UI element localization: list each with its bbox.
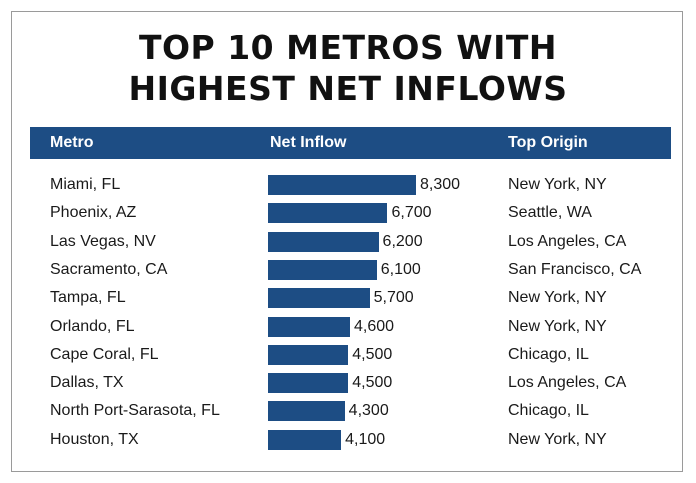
- inflow-value-label: 4,600: [354, 317, 395, 335]
- top-origin-label: Los Angeles, CA: [508, 232, 627, 250]
- top-origin-label: New York, NY: [508, 430, 607, 448]
- inflow-bar: [268, 429, 342, 450]
- table-row: Sacramento, CA 6,100 San Francisco, CA: [0, 256, 696, 284]
- inflow-value-label: 4,100: [345, 430, 386, 448]
- inflow-value-label: 8,300: [420, 176, 461, 193]
- table-row: Dallas, TX 4,500 Los Angeles, CA: [0, 369, 696, 397]
- inflow-value-label: 4,500: [352, 374, 393, 392]
- header-top-origin: Top Origin: [508, 134, 588, 151]
- top-origin-label: New York, NY: [508, 289, 607, 307]
- inflow-value-label: 5,700: [373, 289, 414, 307]
- metro-label: Houston, TX: [50, 430, 139, 448]
- inflow-bar: [268, 203, 388, 224]
- table-row: Las Vegas, NV 6,200 Los Angeles, CA: [0, 228, 696, 256]
- metro-label: Miami, FL: [50, 176, 121, 193]
- table-row: Cape Coral, FL 4,500 Chicago, IL: [0, 341, 696, 369]
- inflow-bar: [268, 401, 345, 422]
- inflow-value-label: 6,100: [380, 260, 421, 278]
- inflow-value-label: 4,300: [348, 402, 389, 420]
- inflow-bar: [268, 288, 370, 309]
- metro-label: Tampa, FL: [50, 289, 126, 307]
- table-row: Orlando, FL 4,600 New York, NY: [0, 313, 696, 341]
- header-net-inflow: Net Inflow: [270, 134, 347, 151]
- metro-label: Orlando, FL: [50, 317, 135, 335]
- chart-title-line-1: TOP 10 METROS WITH: [138, 28, 558, 67]
- top-origin-label: New York, NY: [508, 317, 607, 335]
- top-origin-label: Seattle, WA: [508, 204, 592, 222]
- chart-title-line-2: HIGHEST NET INFLOWS: [128, 69, 568, 108]
- inflow-bar: [268, 231, 379, 252]
- table-row: Houston, TX 4,100 New York, NY: [0, 426, 696, 454]
- table-row: Tampa, FL 5,700 New York, NY: [0, 284, 696, 312]
- header-metro: Metro: [50, 134, 94, 151]
- metro-label: North Port-Sarasota, FL: [50, 402, 220, 420]
- metro-label: Dallas, TX: [50, 374, 124, 392]
- top-origin-label: Los Angeles, CA: [508, 374, 627, 392]
- table-header: Metro Net Inflow Top Origin: [30, 127, 671, 159]
- metro-label: Cape Coral, FL: [50, 345, 159, 363]
- table-row: Miami, FL 8,300 New York, NY: [0, 171, 696, 199]
- top-origin-label: Chicago, IL: [508, 402, 589, 420]
- top-origin-label: New York, NY: [508, 176, 607, 193]
- top-origin-label: Chicago, IL: [508, 345, 589, 363]
- inflow-bar: [268, 344, 349, 365]
- inflow-bar: [268, 259, 377, 280]
- inflow-value-label: 6,200: [382, 232, 423, 250]
- metro-label: Phoenix, AZ: [50, 204, 137, 222]
- table-row: Phoenix, AZ 6,700 Seattle, WA: [0, 199, 696, 227]
- table-row: North Port-Sarasota, FL 4,300 Chicago, IL: [0, 397, 696, 425]
- metro-label: Las Vegas, NV: [50, 232, 156, 250]
- inflow-value-label: 6,700: [391, 204, 432, 222]
- top-origin-label: San Francisco, CA: [508, 260, 642, 278]
- inflow-bar: [268, 373, 349, 394]
- inflow-value-label: 4,500: [352, 345, 393, 363]
- inflow-bar: [268, 316, 351, 337]
- inflow-bar: [268, 175, 416, 195]
- metro-label: Sacramento, CA: [50, 260, 168, 278]
